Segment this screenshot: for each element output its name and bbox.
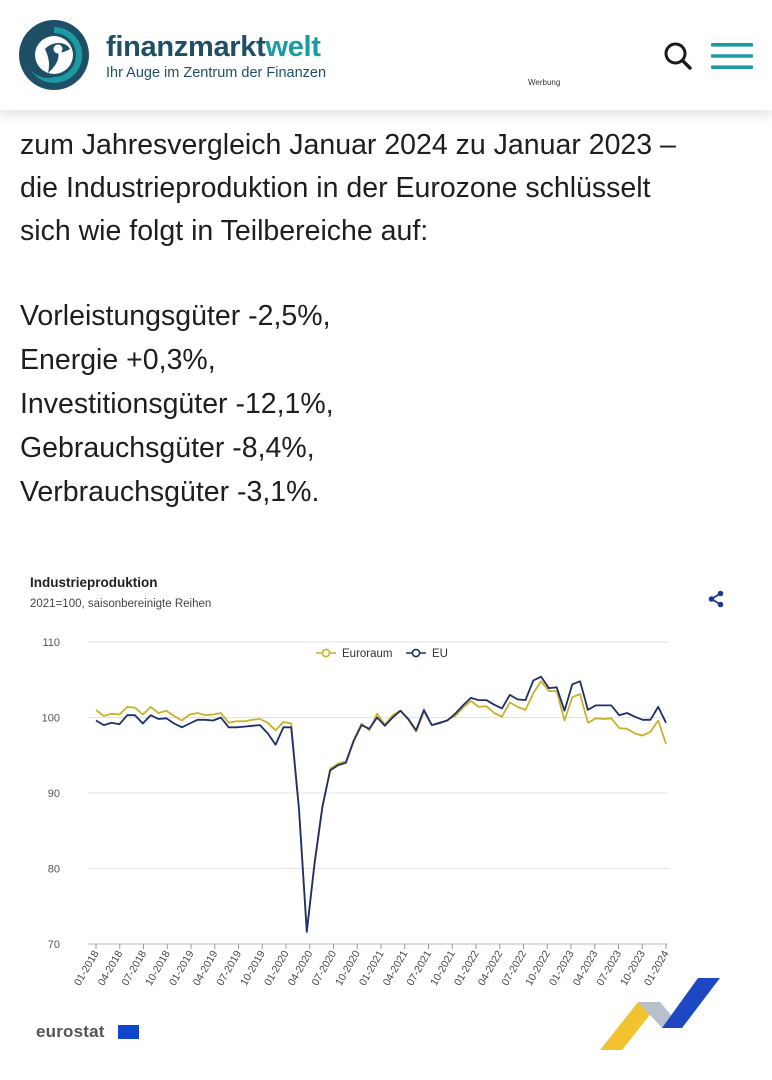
eurostat-logo: eurostat [36,1022,105,1041]
sector-breakdown-list: Vorleistungsgüter -2,5%, Energie +0,3%, … [20,294,334,514]
legend-label: EU [432,648,448,660]
line-chart: 70809010011001-201804-201807-201810-2018… [42,637,672,988]
y-tick-label: 100 [42,713,60,725]
y-tick-label: 90 [48,788,60,800]
list-item: Gebrauchsgüter -8,4%, [20,432,315,464]
chart-subtitle: 2021=100, saisonbereinigte Reihen [30,598,212,610]
brand-name-part2: welt [265,31,321,63]
article-line: die Industrieproduktion in der Eurozone … [20,172,651,204]
list-item: Vorleistungsgüter -2,5%, [20,300,331,332]
list-item: Energie +0,3%, [20,344,216,376]
y-tick-label: 80 [48,864,60,876]
legend-marker [411,648,421,658]
series-line-eu [95,675,667,933]
eu-flag-icon [118,1025,139,1039]
legend-marker [321,648,331,658]
article-line: zum Jahresvergleich Januar 2024 zu Janua… [20,129,676,161]
brand-tagline: Ihr Auge im Zentrum der Finanzen [106,65,327,81]
brand-name: finanzmarktwelt [106,30,326,64]
chart-title: Industrieproduktion [30,575,158,590]
menu-icon[interactable] [711,42,753,70]
decorative-chevron-icon [600,978,720,1050]
article-line: sich wie folgt in Teilbereiche auf: [20,215,429,247]
series-line-euroraum [95,680,667,932]
legend-label: Euroraum [342,648,393,660]
article-paragraph: zum Jahresvergleich Januar 2024 zu Janua… [20,124,760,253]
ad-label: Werbung [528,78,561,87]
finanzmarktwelt-logo-icon[interactable] [18,19,90,91]
search-icon[interactable] [662,40,694,72]
brand[interactable]: finanzmarktwelt Ihr Auge im Zentrum der … [106,30,326,82]
site-header: finanzmarktwelt Ihr Auge im Zentrum der … [0,0,772,110]
y-tick-label: 110 [42,637,60,649]
y-tick-label: 70 [48,939,60,951]
chart-card: Industrieproduktion 2021=100, saisonbere… [16,556,756,1056]
brand-name-part1: finanzmarkt [106,31,266,63]
list-item: Verbrauchsgüter -3,1%. [20,476,320,508]
list-item: Investitionsgüter -12,1%, [20,388,334,420]
share-icon[interactable] [707,590,725,608]
